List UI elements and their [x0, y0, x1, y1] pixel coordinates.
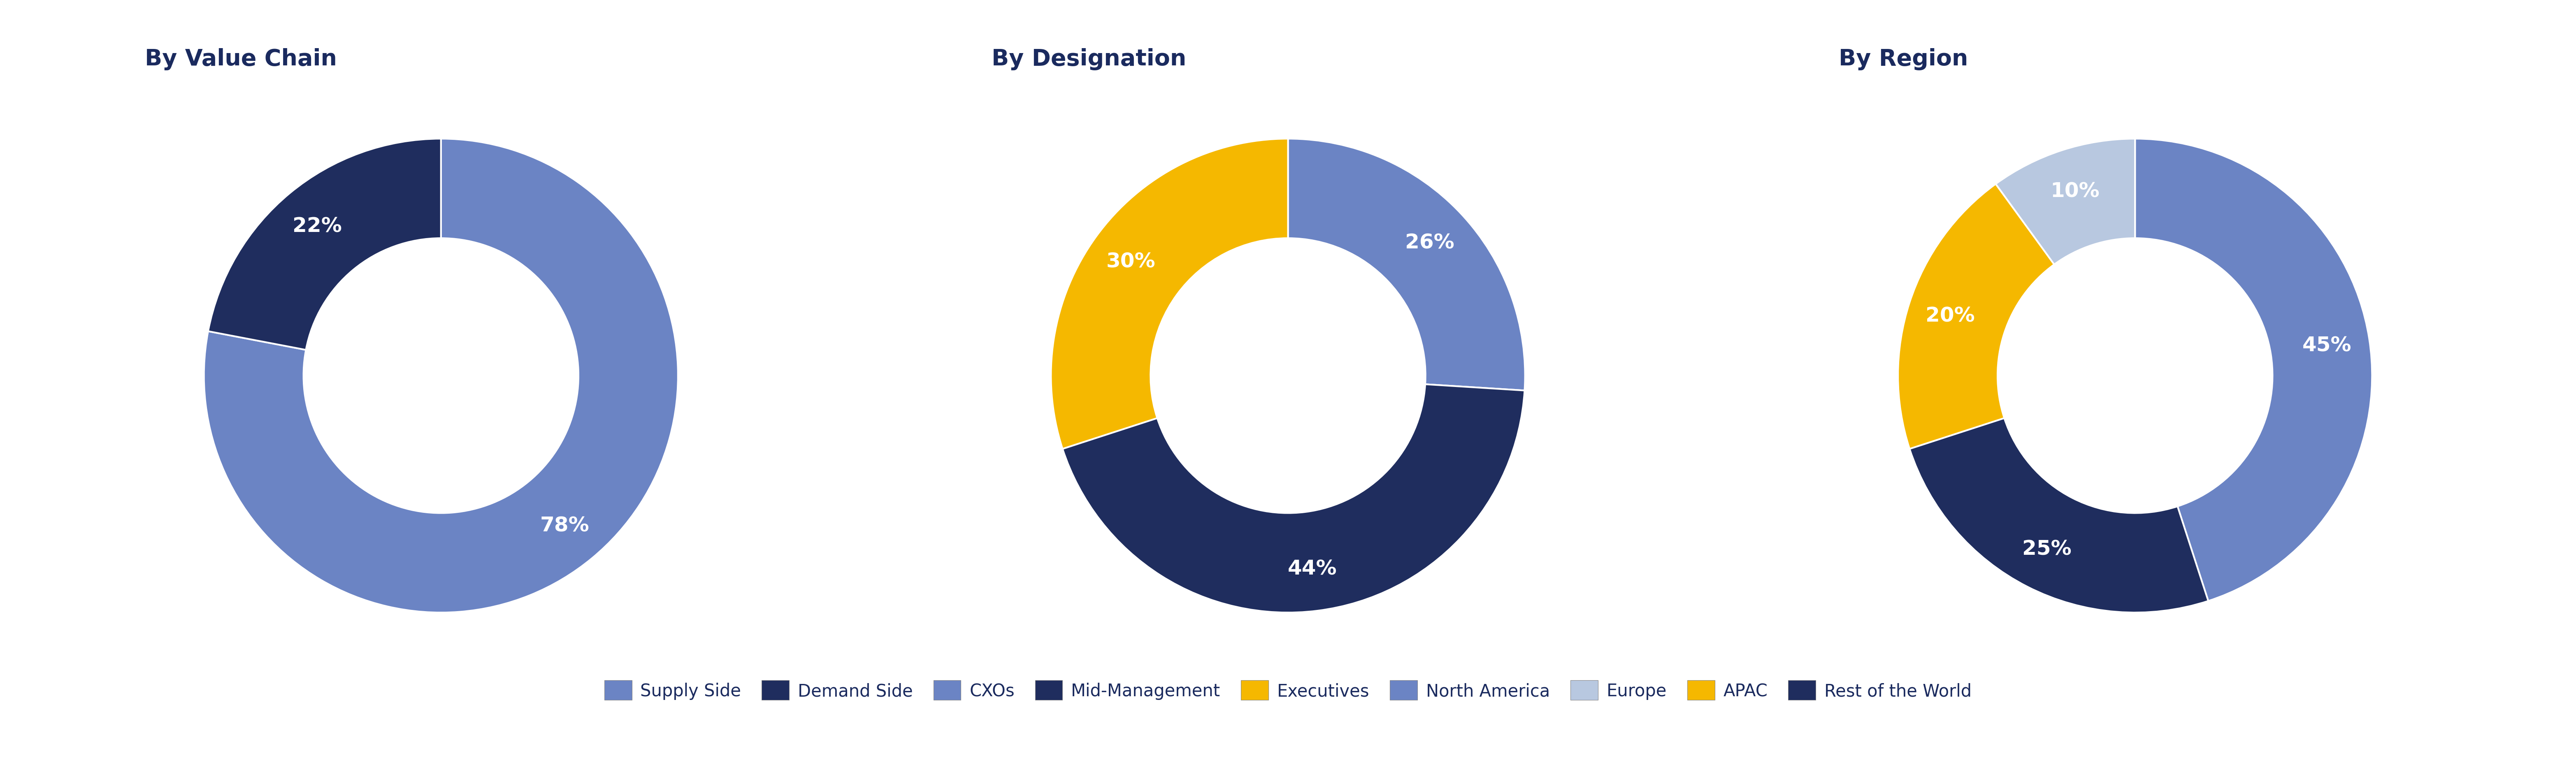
Legend: Supply Side, Demand Side, CXOs, Mid-Management, Executives, North America, Europ: Supply Side, Demand Side, CXOs, Mid-Mana… [605, 680, 1971, 700]
Text: By Designation: By Designation [992, 49, 1188, 71]
Text: 30%: 30% [1105, 252, 1157, 271]
Text: Primary Sources: Primary Sources [1151, 30, 1425, 58]
Text: By Region: By Region [1839, 49, 1968, 71]
Text: 78%: 78% [541, 515, 590, 535]
Text: 22%: 22% [294, 217, 343, 236]
Text: 25%: 25% [2022, 539, 2071, 559]
Text: 45%: 45% [2303, 336, 2352, 356]
Wedge shape [204, 139, 677, 613]
Wedge shape [2136, 139, 2372, 601]
Text: 26%: 26% [1404, 233, 1455, 253]
Wedge shape [1899, 184, 2053, 449]
Wedge shape [209, 139, 440, 350]
Wedge shape [1061, 385, 1525, 613]
Wedge shape [1288, 139, 1525, 391]
Wedge shape [1051, 139, 1288, 449]
Text: 44%: 44% [1288, 559, 1337, 578]
Text: By Value Chain: By Value Chain [144, 49, 337, 71]
Wedge shape [1996, 139, 2136, 264]
Text: 10%: 10% [2050, 182, 2099, 201]
Wedge shape [1909, 418, 2208, 613]
Text: 20%: 20% [1924, 306, 1976, 326]
